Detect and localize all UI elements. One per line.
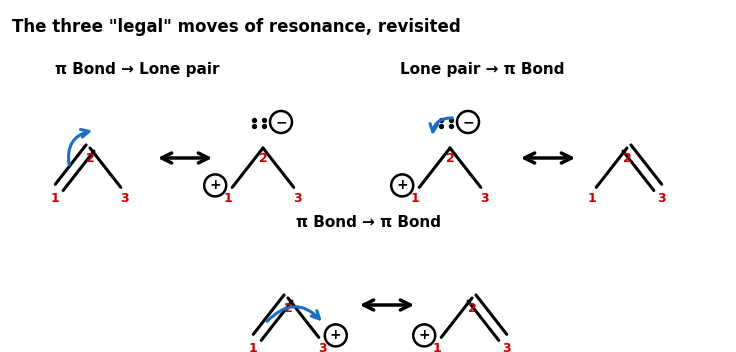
Text: 1: 1	[224, 192, 233, 205]
Text: 2: 2	[623, 152, 631, 165]
Text: 2: 2	[85, 152, 94, 165]
Text: +: +	[397, 178, 408, 193]
Text: π Bond → Lone pair: π Bond → Lone pair	[55, 62, 219, 77]
Text: 3: 3	[121, 192, 129, 205]
Text: 2: 2	[258, 152, 267, 165]
Text: 1: 1	[51, 192, 60, 205]
Text: 1: 1	[249, 342, 258, 352]
Text: +: +	[210, 178, 221, 193]
Text: The three "legal" moves of resonance, revisited: The three "legal" moves of resonance, re…	[12, 18, 461, 36]
Text: 3: 3	[319, 342, 327, 352]
Text: 3: 3	[294, 192, 302, 205]
Text: 1: 1	[411, 192, 420, 205]
Text: Lone pair → π Bond: Lone pair → π Bond	[400, 62, 565, 77]
Text: 2: 2	[445, 152, 454, 165]
Text: −: −	[275, 115, 287, 129]
Text: +: +	[330, 328, 342, 342]
Text: π Bond → π Bond: π Bond → π Bond	[295, 215, 441, 230]
Text: 2: 2	[283, 302, 292, 315]
Text: 1: 1	[433, 342, 442, 352]
Text: 3: 3	[481, 192, 489, 205]
Text: 3: 3	[503, 342, 511, 352]
Text: 1: 1	[588, 192, 597, 205]
Text: +: +	[418, 328, 430, 342]
Text: −: −	[462, 115, 474, 129]
Text: 2: 2	[467, 302, 476, 315]
Text: 3: 3	[657, 192, 666, 205]
